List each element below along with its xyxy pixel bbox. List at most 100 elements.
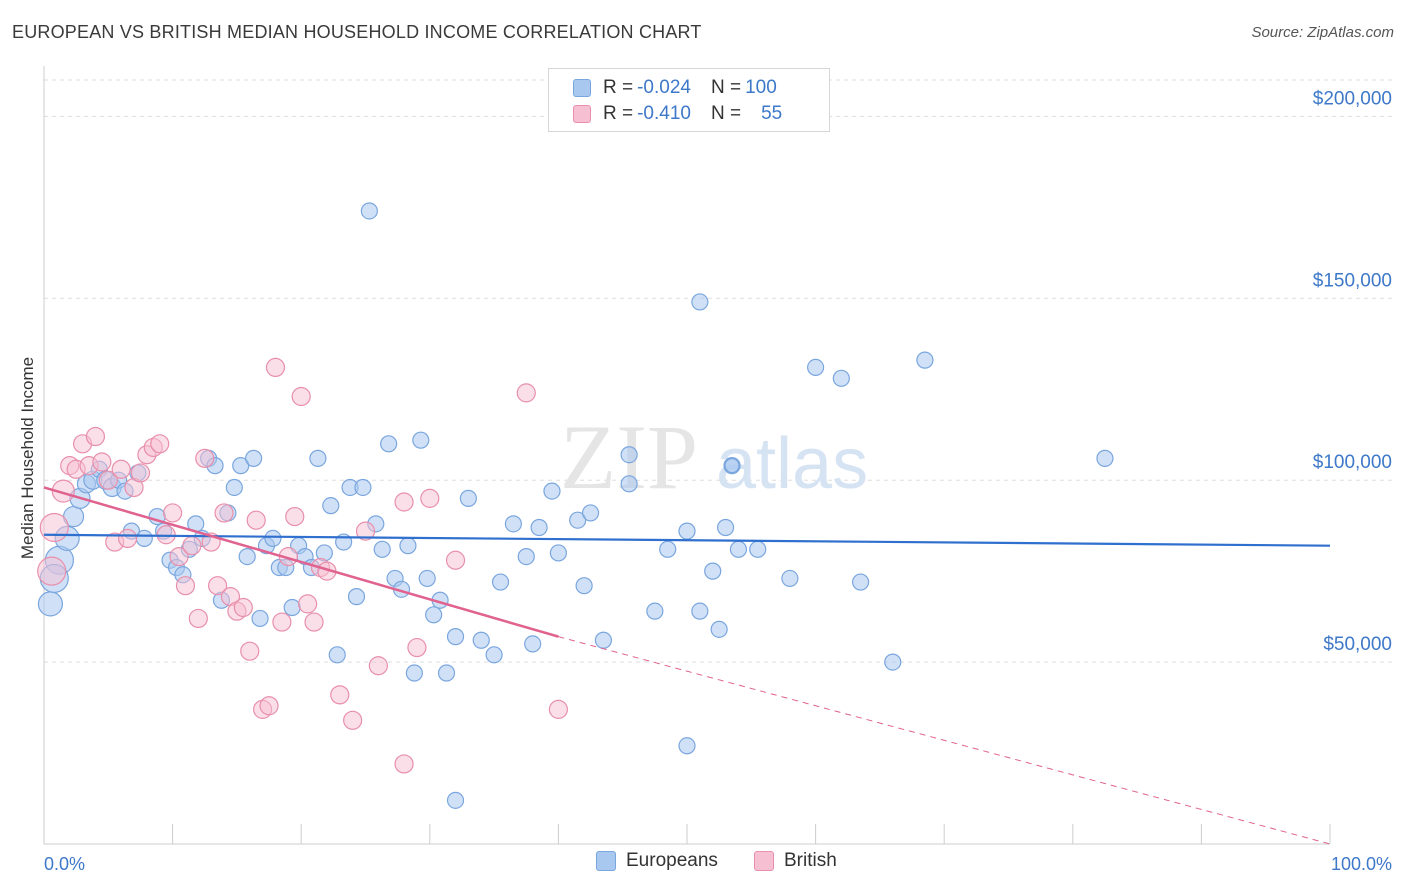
legend-row-europeans: R = -0.024 N = 100 (573, 75, 777, 101)
european-point (581, 504, 600, 522)
european-point (238, 547, 256, 566)
european-point (504, 515, 522, 533)
european-point (418, 569, 436, 588)
british-point (265, 357, 286, 378)
british-point (394, 754, 414, 774)
european-point (459, 489, 477, 507)
y-tick-label: $50,000 (1323, 634, 1392, 655)
european-point (691, 293, 709, 311)
european-point (491, 573, 510, 591)
british-point (169, 546, 189, 567)
british-point (111, 459, 131, 479)
european-point (472, 631, 490, 649)
british-point (516, 383, 536, 403)
european-point (832, 369, 850, 387)
european-point (549, 544, 568, 562)
x-tick-label: 0.0% (44, 854, 85, 874)
british-point (343, 710, 363, 730)
british-point (117, 528, 138, 549)
european-point (678, 737, 696, 755)
british-trend-line (43, 486, 559, 638)
r-label: R = (603, 77, 634, 98)
european-point (328, 646, 346, 664)
european-point (749, 540, 767, 558)
european-point (781, 569, 799, 588)
europeans-legend-swatch (596, 851, 616, 871)
british-point (182, 536, 202, 556)
legend-row-british: R = -0.410 N = 55 (573, 101, 782, 127)
european-point (594, 631, 613, 649)
british-point (175, 576, 196, 596)
y-tick-label: $150,000 (1313, 270, 1392, 291)
british-point (37, 556, 67, 586)
y-tick-label: $100,000 (1313, 452, 1392, 473)
european-point (678, 522, 696, 540)
european-point (437, 664, 456, 682)
european-point (347, 588, 366, 606)
european-point (251, 609, 269, 628)
european-point (620, 475, 638, 493)
european-point (446, 791, 465, 809)
watermark-atlas: atlas (716, 424, 868, 504)
british-point (233, 597, 253, 618)
european-point (405, 664, 423, 682)
european-point (1096, 449, 1114, 467)
series-british (37, 357, 569, 774)
european-point (659, 540, 677, 558)
european-point (283, 598, 301, 617)
british-point (195, 448, 215, 468)
watermark: ZIP atlas (560, 406, 868, 508)
british-point (394, 492, 414, 512)
europeans-legend-label: Europeans (626, 850, 718, 871)
european-point (373, 540, 391, 558)
british-point (548, 699, 569, 719)
n-label: N = (710, 103, 742, 124)
european-point (852, 573, 870, 591)
european-point (806, 358, 825, 377)
british-point (92, 452, 112, 472)
british-point (85, 426, 106, 447)
british-point (98, 470, 118, 490)
european-point (309, 449, 327, 467)
british-point (330, 685, 350, 705)
british-point (246, 510, 266, 530)
european-point (543, 482, 561, 500)
british-point (259, 696, 279, 716)
european-point (916, 351, 934, 369)
legend-item-europeans[interactable]: Europeans (596, 850, 718, 872)
european-point (569, 511, 587, 529)
trend-lines (43, 486, 1331, 845)
european-point (322, 497, 340, 515)
european-point (710, 620, 728, 638)
legend-item-british[interactable]: British (754, 850, 837, 872)
european-point (716, 518, 735, 537)
british-trend-extension (558, 636, 1331, 845)
british-point (240, 641, 260, 661)
european-point (517, 547, 535, 566)
european-point (724, 458, 740, 474)
european-point (884, 653, 902, 671)
european-point (704, 562, 722, 580)
european-point (264, 529, 282, 548)
european-point (412, 431, 430, 449)
european-point (354, 478, 372, 497)
european-point (575, 577, 593, 595)
british-point (368, 656, 388, 676)
british-point (163, 503, 183, 523)
british-point (214, 503, 234, 523)
y-tick-label: $200,000 (1313, 88, 1392, 109)
r-value: -0.410 (637, 103, 691, 124)
british-point (420, 488, 440, 508)
british-legend-label: British (784, 850, 837, 871)
european-point (485, 646, 503, 664)
n-value: 55 (761, 103, 783, 124)
british-swatch (573, 105, 591, 123)
r-value: -0.024 (637, 77, 691, 98)
british-point (285, 506, 305, 527)
british-point (272, 612, 292, 632)
european-point (399, 537, 417, 555)
british-point (304, 612, 324, 632)
r-label: R = (603, 103, 634, 124)
european-point (37, 591, 64, 617)
